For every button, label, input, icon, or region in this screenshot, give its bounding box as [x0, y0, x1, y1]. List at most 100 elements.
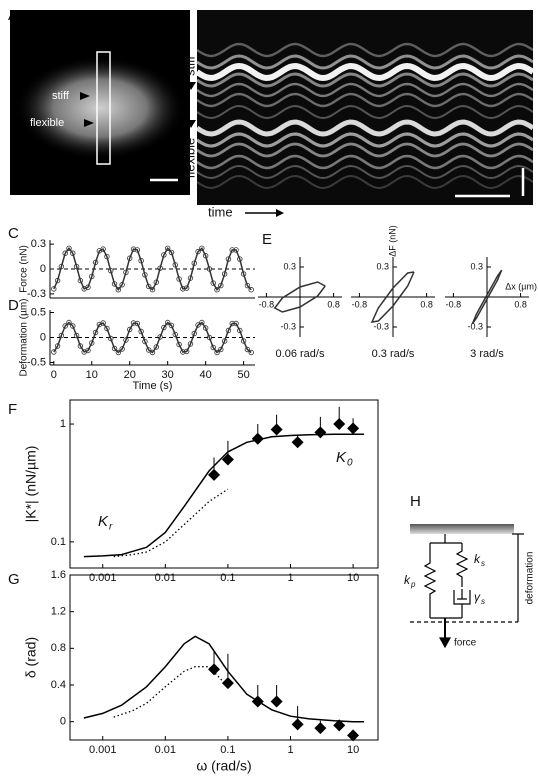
y-tick-label: 0 — [60, 716, 66, 728]
band — [196, 142, 534, 158]
x-label: Δx (µm) — [505, 281, 537, 291]
marker — [202, 253, 209, 259]
marker — [206, 266, 213, 272]
chart: -0.3 0.3 -0.8 0.8 3 rad/s Δx (µm) — [445, 257, 537, 360]
marker — [291, 436, 304, 449]
x-tick-label: 10 — [347, 744, 359, 756]
marker — [233, 247, 239, 253]
x-tick-label: 10 — [86, 369, 98, 381]
line — [370, 271, 415, 323]
x-tick-label: 0 — [51, 369, 57, 381]
x-tick-label: 20 — [124, 369, 136, 381]
x-tick-label: -0.8 — [259, 299, 275, 309]
label-flexible: flexible — [182, 138, 197, 178]
annotation-sub: 0 — [347, 458, 353, 469]
label-flexible: flexible — [30, 117, 64, 129]
marker — [153, 344, 159, 350]
x-tick-label: 0.001 — [89, 572, 117, 584]
band — [196, 174, 534, 190]
arrowhead — [276, 209, 284, 217]
marker — [127, 255, 133, 261]
marker — [123, 337, 129, 343]
marker — [333, 719, 346, 732]
chart: -0.5 0 0.5 0 10 20 30 40 50 Deformation (µm) Time … — [19, 299, 255, 392]
band — [196, 132, 534, 148]
annotation: K — [336, 449, 347, 466]
marker — [208, 663, 221, 676]
y-tick-label: -0.3 — [467, 321, 483, 331]
label-ks: k — [474, 552, 481, 566]
x-tick-label: 1 — [287, 572, 293, 584]
marker — [138, 258, 144, 264]
panel-label: G — [8, 571, 20, 588]
marker — [130, 320, 137, 326]
marker — [225, 327, 232, 334]
y-label: Deformation (µm) — [19, 299, 30, 377]
marker — [161, 324, 167, 331]
marker — [164, 319, 171, 326]
chart-subtitle: 3 rad/s — [470, 348, 504, 360]
micrograph-a — [10, 10, 190, 195]
marker — [221, 453, 234, 466]
marker — [244, 346, 251, 353]
marker — [85, 347, 91, 354]
marker — [195, 248, 201, 255]
x-tick-label: 30 — [162, 369, 174, 381]
annotation: K — [98, 513, 109, 530]
band — [196, 72, 534, 88]
label-gamma: γ — [474, 590, 481, 604]
marker — [229, 247, 235, 253]
marker — [119, 282, 125, 288]
marker — [180, 286, 186, 292]
marker — [142, 338, 148, 345]
y-label: |K*| (nN/µm) — [23, 446, 39, 523]
x-tick-label: 0.8 — [514, 299, 527, 309]
marker — [85, 284, 91, 290]
marker — [149, 287, 156, 293]
line — [113, 666, 229, 718]
line — [53, 247, 252, 291]
x-tick-label: 1 — [287, 744, 293, 756]
marker — [240, 338, 247, 344]
marker — [100, 246, 106, 252]
y-tick-label: -0.5 — [27, 356, 46, 368]
marker — [183, 285, 190, 291]
y-tick-label: 0.4 — [51, 679, 66, 691]
marker — [208, 468, 221, 481]
marker — [248, 349, 254, 356]
band — [196, 92, 534, 108]
line — [83, 433, 365, 558]
label-kp: k — [404, 573, 411, 587]
marker — [251, 695, 264, 708]
marker — [119, 346, 125, 352]
marker — [62, 323, 68, 329]
panel-label: F — [8, 401, 17, 418]
marker — [130, 246, 137, 252]
arrowhead — [186, 82, 196, 90]
band — [195, 62, 535, 82]
y-tick-label: 0.1 — [51, 536, 66, 548]
chart-subtitle: 0.06 rad/s — [276, 348, 325, 360]
marker — [210, 280, 216, 286]
y-tick-label: 1.6 — [51, 569, 66, 581]
marker — [149, 349, 156, 356]
marker — [206, 334, 213, 341]
y-tick-label: 0 — [40, 331, 46, 343]
marker — [104, 325, 110, 332]
marker — [176, 341, 182, 348]
marker — [233, 320, 239, 327]
panel-label: H — [410, 493, 421, 510]
marker — [54, 277, 61, 284]
marker — [214, 287, 220, 293]
marker — [108, 267, 114, 274]
marker — [138, 328, 144, 335]
x-tick-label: 0.01 — [155, 744, 176, 756]
kymograph-b — [195, 10, 535, 205]
y-tick-label: 1 — [60, 418, 66, 430]
x-tick-label: 0.001 — [89, 744, 117, 756]
chart: -0.3 0.3 -0.8 0.8 0.06 rad/s — [258, 257, 342, 360]
marker — [73, 263, 80, 270]
x-label: time — [208, 204, 233, 219]
marker — [66, 319, 72, 326]
